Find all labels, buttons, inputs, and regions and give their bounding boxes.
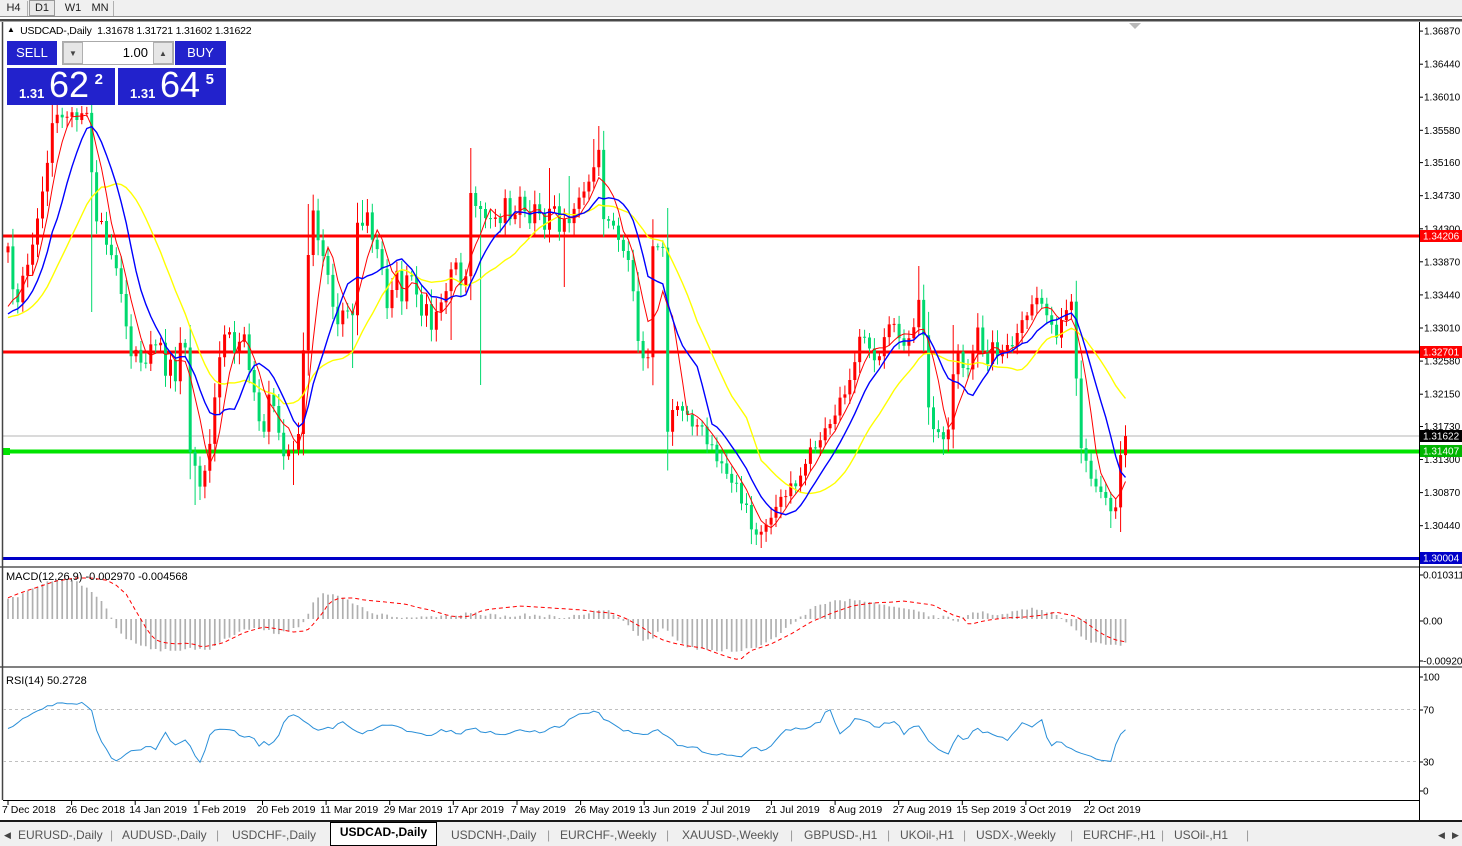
svg-text:1.30004: 1.30004 <box>1423 554 1460 565</box>
svg-text:0.00: 0.00 <box>1423 617 1443 628</box>
svg-text:1.34300: 1.34300 <box>1424 224 1461 235</box>
svg-text:1.31300: 1.31300 <box>1424 455 1461 466</box>
svg-text:1.36010: 1.36010 <box>1424 93 1461 104</box>
svg-text:1.32150: 1.32150 <box>1424 390 1461 401</box>
svg-text:1.35160: 1.35160 <box>1424 158 1461 169</box>
svg-text:29 Mar 2019: 29 Mar 2019 <box>384 804 443 816</box>
svg-text:3 Oct 2019: 3 Oct 2019 <box>1020 804 1072 816</box>
svg-text:1.32580: 1.32580 <box>1424 357 1461 368</box>
svg-text:1.34206: 1.34206 <box>1423 232 1460 243</box>
svg-text:0: 0 <box>1423 787 1429 798</box>
svg-text:20 Feb 2019: 20 Feb 2019 <box>257 804 316 816</box>
svg-text:8 Aug 2019: 8 Aug 2019 <box>829 804 882 816</box>
svg-text:0.010311: 0.010311 <box>1423 571 1462 582</box>
svg-text:1.36440: 1.36440 <box>1424 60 1461 71</box>
svg-text:7 May 2019: 7 May 2019 <box>511 804 566 816</box>
svg-text:1.33870: 1.33870 <box>1424 257 1461 268</box>
svg-text:1.33440: 1.33440 <box>1424 290 1461 301</box>
svg-text:-0.009203: -0.009203 <box>1423 657 1462 668</box>
svg-text:1.31407: 1.31407 <box>1423 447 1460 458</box>
svg-text:70: 70 <box>1423 706 1435 717</box>
svg-text:7 Dec 2018: 7 Dec 2018 <box>2 804 56 816</box>
svg-text:27 Aug 2019: 27 Aug 2019 <box>893 804 952 816</box>
svg-text:14 Jan 2019: 14 Jan 2019 <box>129 804 187 816</box>
svg-text:1.34730: 1.34730 <box>1424 191 1461 202</box>
svg-text:30: 30 <box>1423 758 1435 769</box>
svg-text:1.32701: 1.32701 <box>1423 348 1460 359</box>
svg-text:MACD(12,26,9) -0.002970 -0.004: MACD(12,26,9) -0.002970 -0.004568 <box>6 571 188 583</box>
svg-text:1.35580: 1.35580 <box>1424 126 1461 137</box>
svg-text:100: 100 <box>1423 673 1440 684</box>
svg-text:RSI(14) 50.2728: RSI(14) 50.2728 <box>6 675 87 687</box>
svg-text:15 Sep 2019: 15 Sep 2019 <box>956 804 1016 816</box>
svg-text:26 Dec 2018: 26 Dec 2018 <box>66 804 126 816</box>
svg-text:13 Jun 2019: 13 Jun 2019 <box>638 804 696 816</box>
svg-text:1 Feb 2019: 1 Feb 2019 <box>193 804 246 816</box>
svg-text:1.30870: 1.30870 <box>1424 488 1461 499</box>
svg-text:1.31622: 1.31622 <box>1423 432 1460 443</box>
svg-text:17 Apr 2019: 17 Apr 2019 <box>447 804 504 816</box>
svg-text:1.30440: 1.30440 <box>1424 521 1461 532</box>
svg-text:26 May 2019: 26 May 2019 <box>575 804 636 816</box>
svg-text:11 Mar 2019: 11 Mar 2019 <box>320 804 378 816</box>
svg-text:1.36870: 1.36870 <box>1424 27 1461 38</box>
svg-text:2 Jul 2019: 2 Jul 2019 <box>702 804 751 816</box>
svg-text:1.31730: 1.31730 <box>1424 422 1461 433</box>
svg-text:1.33010: 1.33010 <box>1424 324 1461 335</box>
svg-text:22 Oct 2019: 22 Oct 2019 <box>1084 804 1141 816</box>
svg-text:21 Jul 2019: 21 Jul 2019 <box>765 804 819 816</box>
